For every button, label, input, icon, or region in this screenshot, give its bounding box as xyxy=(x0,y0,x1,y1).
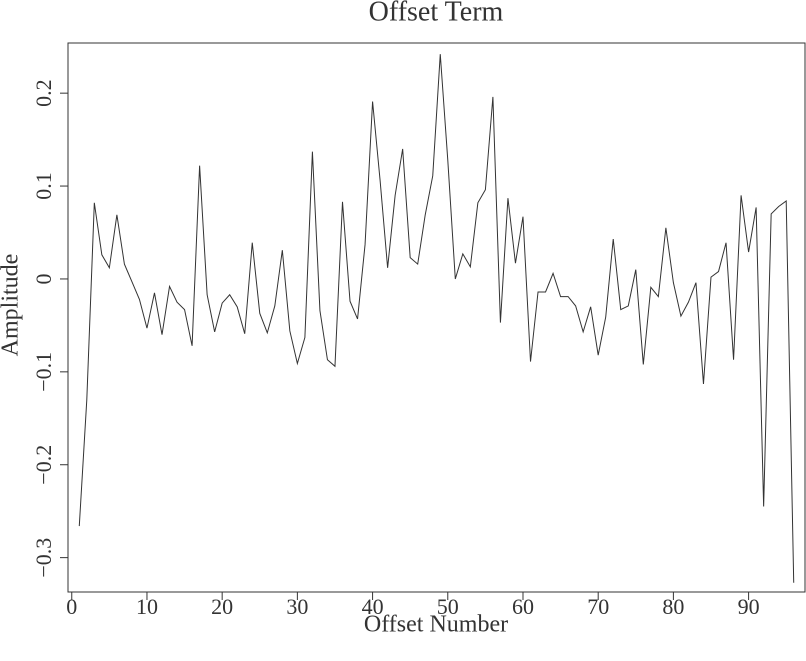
plot-frame xyxy=(67,42,806,593)
x-tick-label: 70 xyxy=(587,594,609,619)
x-tick-label: 90 xyxy=(738,594,760,619)
y-tick-label: −0.3 xyxy=(31,538,56,578)
x-tick-label: 20 xyxy=(211,594,233,619)
x-tick-label: 40 xyxy=(362,594,384,619)
y-tick-label: 0.2 xyxy=(31,79,56,107)
chart-title: Offset Term xyxy=(369,0,504,27)
x-tick-label: 60 xyxy=(512,594,534,619)
x-tick-label: 80 xyxy=(662,594,684,619)
y-tick-label: −0.2 xyxy=(31,445,56,485)
y-tick-label: 0.1 xyxy=(31,172,56,200)
x-axis-label: Offset Number xyxy=(364,612,508,638)
y-tick-label: 0 xyxy=(31,273,56,284)
y-tick-label: −0.1 xyxy=(31,352,56,392)
x-tick-label: 10 xyxy=(136,594,158,619)
y-axis-label: Amplitude xyxy=(0,254,24,357)
x-tick-label: 50 xyxy=(437,594,459,619)
data-line xyxy=(78,54,795,583)
x-tick-label: 0 xyxy=(66,594,77,619)
x-tick-label: 30 xyxy=(286,594,308,619)
